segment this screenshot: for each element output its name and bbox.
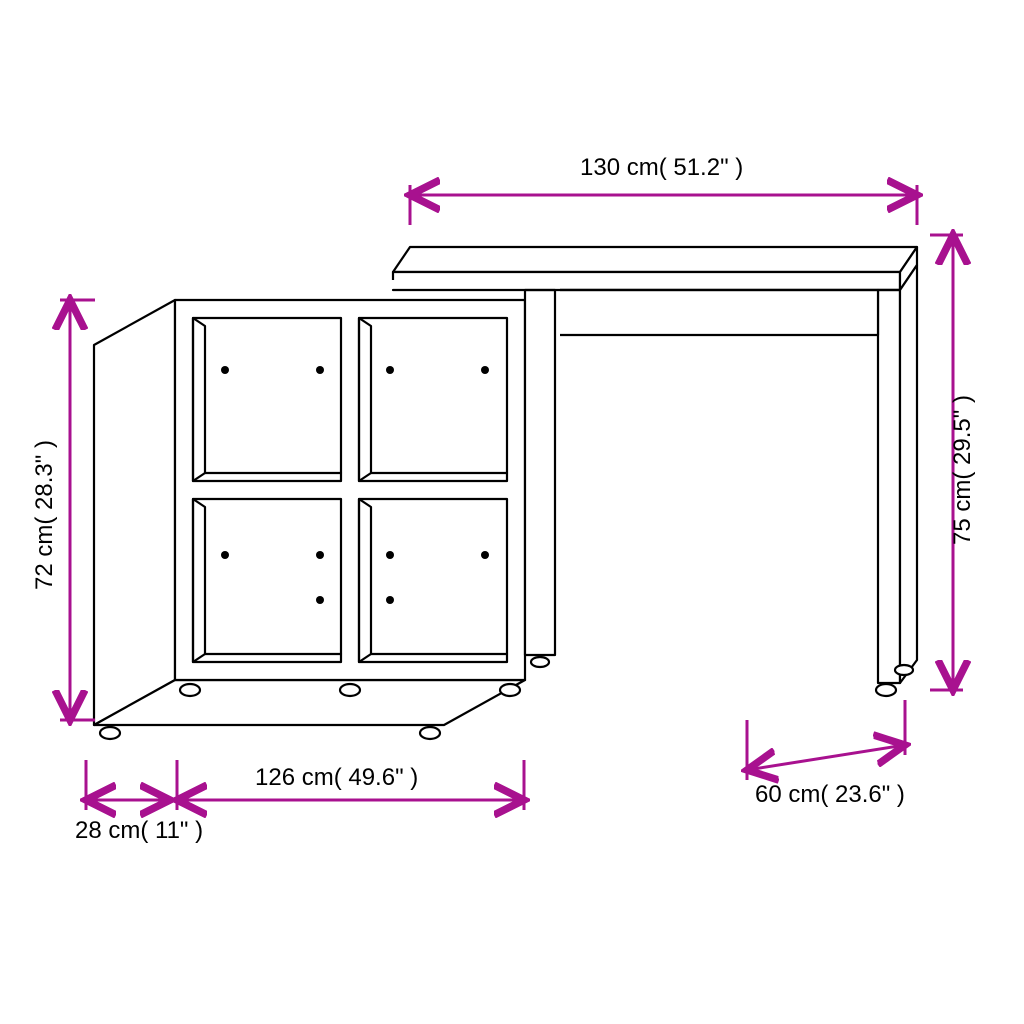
dim-label-top: 130 cm( 51.2" ): [580, 154, 743, 181]
desk-top: [393, 247, 917, 272]
dim-label-desk-depth: 60 cm( 23.6" ): [755, 781, 905, 808]
shelf-foot: [500, 684, 520, 696]
shelf-foot: [180, 684, 200, 696]
shelf-foot: [420, 727, 440, 739]
shelf-opening: [193, 499, 341, 662]
shelf-opening: [359, 318, 507, 481]
desk-foot: [895, 665, 913, 675]
shelf-opening: [193, 318, 341, 481]
dim-label-shelf-depth: 28 cm( 11" ): [75, 817, 203, 844]
desk-apron: [525, 290, 878, 335]
desk-right-leg-side: [900, 265, 917, 683]
shelf-foot: [340, 684, 360, 696]
dimension-diagram: 130 cm( 51.2" ) 75 cm( 29.5" ) 72 cm( 28…: [0, 0, 1024, 1024]
desk-foot: [876, 684, 896, 696]
desk-right-leg-front: [878, 290, 900, 683]
shelf-foot: [100, 727, 120, 739]
shelf-opening: [359, 499, 507, 662]
dim-label-left: 72 cm( 28.3" ): [31, 440, 58, 590]
dim-label-right: 75 cm( 29.5" ): [949, 395, 976, 545]
dim-label-shelf-width: 126 cm( 49.6" ): [255, 764, 418, 791]
desk-left-leg: [525, 290, 555, 655]
shelf-left-side: [94, 300, 175, 725]
desk-foot: [531, 657, 549, 667]
